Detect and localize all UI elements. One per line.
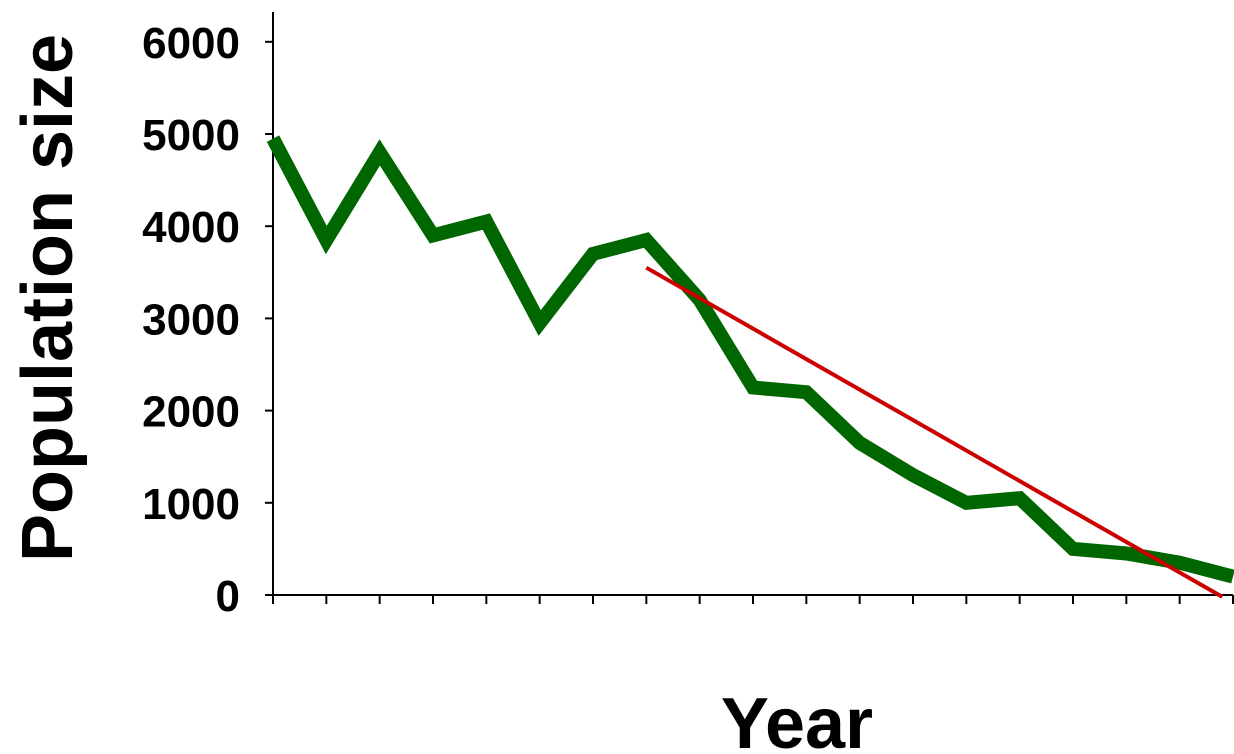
y-tick-label-5000: 5000 [142,111,240,160]
y-tick-label-1000: 1000 [142,480,240,529]
y-axis-title: Population size [8,34,88,562]
y-tick-label-4000: 4000 [142,203,240,252]
y-tick-label-6000: 6000 [142,19,240,68]
series-layer [266,135,1234,599]
y-axis-ticks [265,40,273,596]
x-axis-title: Year [721,684,873,754]
trend-line [645,265,1224,599]
y-tick-label-2000: 2000 [142,388,240,437]
y-tick-label-3000: 3000 [142,295,240,344]
population-line [266,135,1234,584]
x-axis-ticks [272,595,1234,604]
y-tick-label-0: 0 [216,572,240,621]
y-axis-tick-labels: 0 1000 2000 3000 4000 5000 6000 [142,19,240,621]
